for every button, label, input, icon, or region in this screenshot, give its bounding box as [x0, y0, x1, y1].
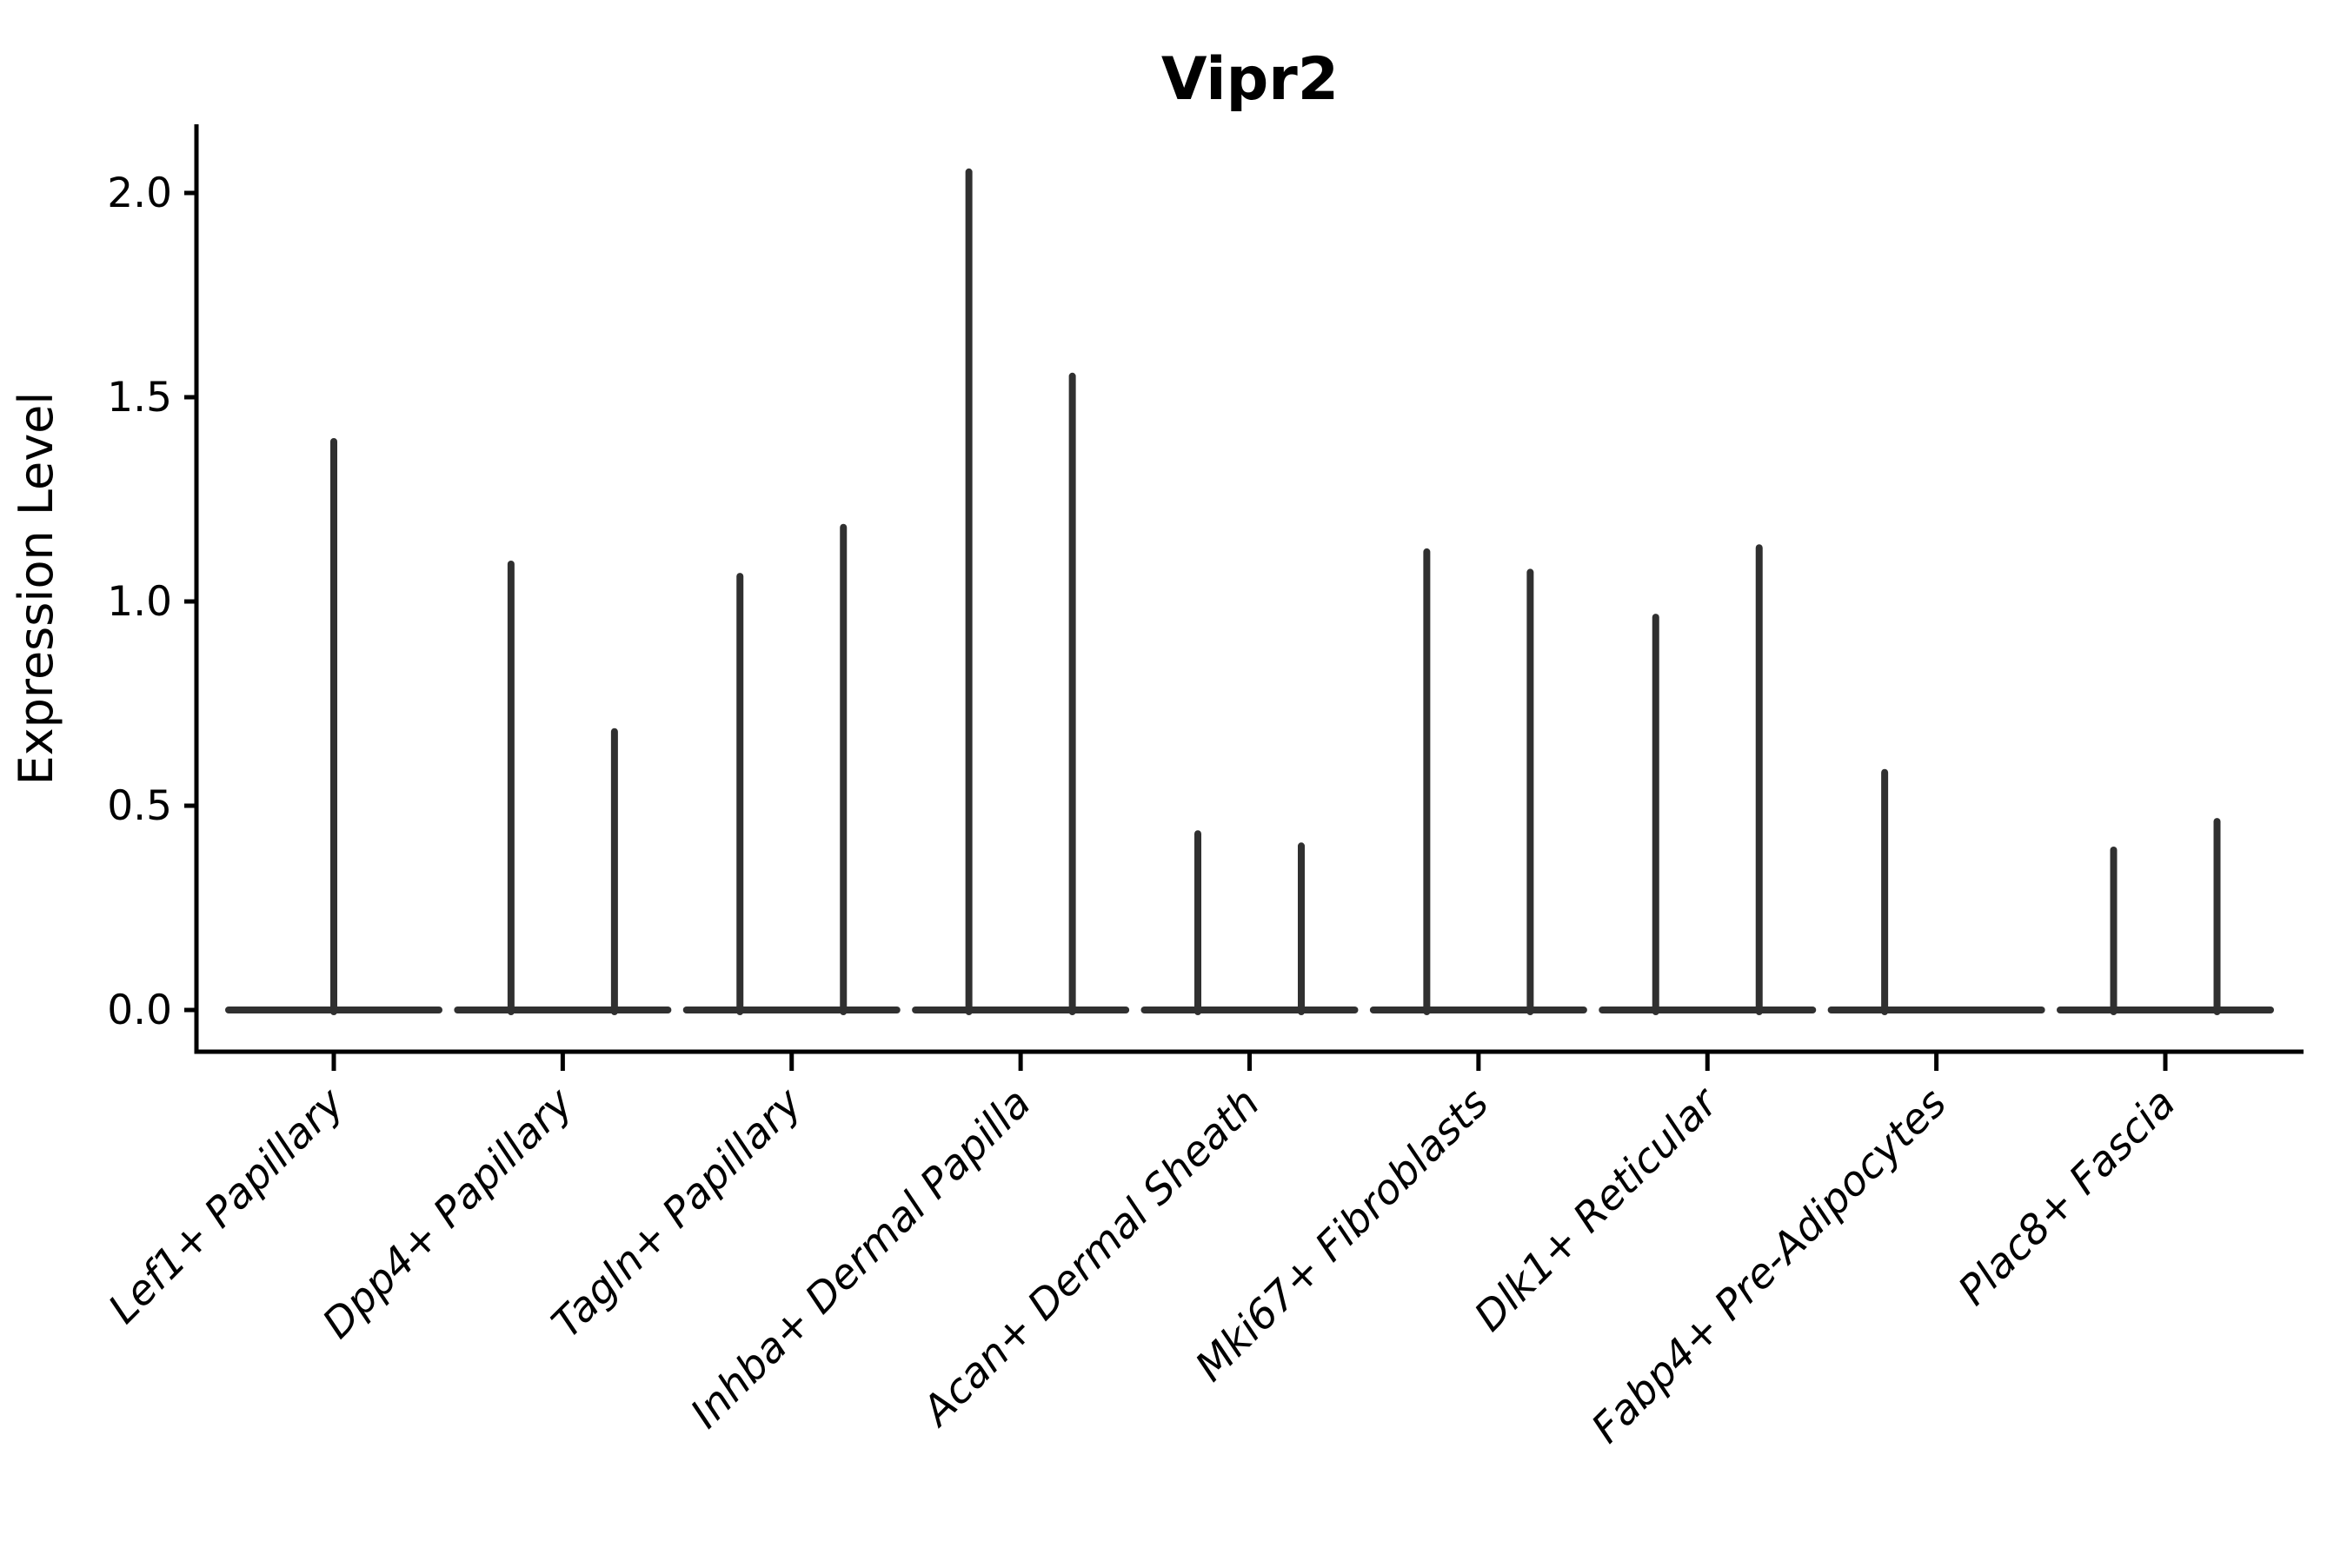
x-tick-label: Lef1+ Papillary	[99, 1079, 354, 1333]
y-tick-label: 2.0	[107, 169, 172, 217]
y-tick-label: 1.0	[107, 578, 172, 626]
y-tick-label: 1.5	[107, 374, 172, 422]
x-tick-label: Tagln+ Papillary	[542, 1079, 812, 1348]
x-tick-label: Dpp4+ Papillary	[314, 1079, 583, 1348]
y-tick-label: 0.0	[107, 987, 172, 1034]
x-tick-label: Plac8+ Fascia	[1949, 1080, 2184, 1315]
x-tick-label: Dlk1+ Reticular	[1466, 1078, 1729, 1341]
y-axis-ticks: 0.0 0.5 1.0 1.5 2.0	[107, 169, 195, 1034]
y-axis-label: Expression Level	[9, 392, 63, 786]
violins	[225, 168, 2274, 1015]
chart-title: Vipr2	[1161, 45, 1339, 114]
y-tick-label: 0.5	[107, 782, 172, 830]
